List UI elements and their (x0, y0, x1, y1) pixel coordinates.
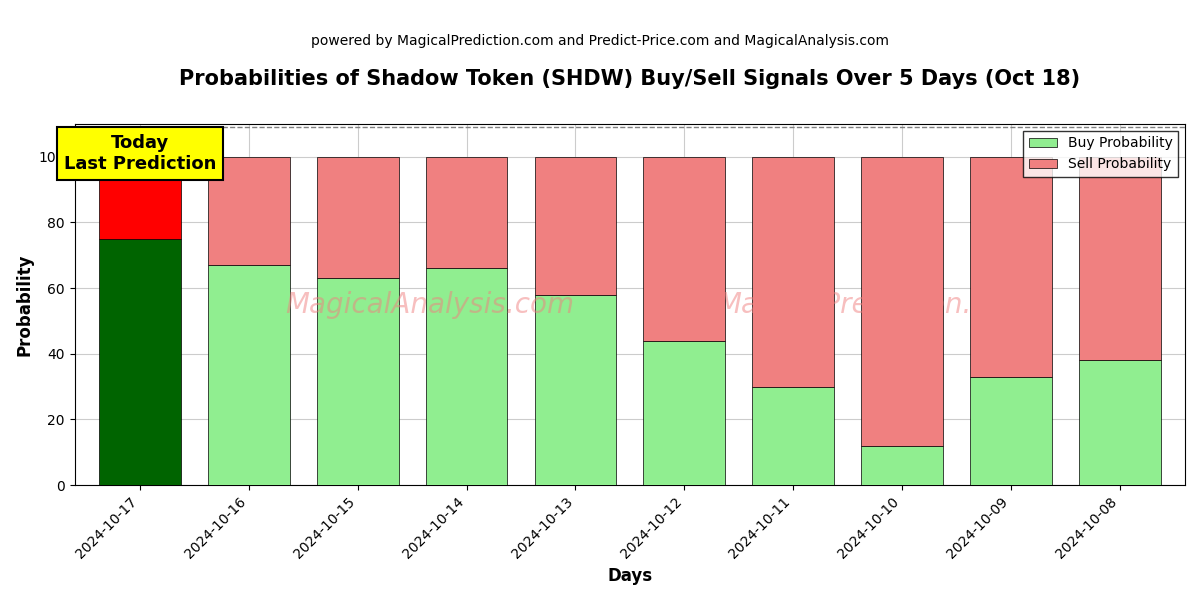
Bar (317, 278, 398, 485)
Legend: Buy Probability, Sell Probability: Buy Probability, Sell Probability (1024, 131, 1178, 177)
Bar (970, 377, 1051, 485)
Bar (426, 157, 508, 268)
Bar (534, 157, 617, 295)
Bar (208, 157, 289, 265)
Text: Today
Last Prediction: Today Last Prediction (64, 134, 216, 173)
Bar (1079, 157, 1160, 361)
Bar (426, 268, 508, 485)
Bar (643, 157, 725, 341)
Bar (970, 157, 1051, 377)
X-axis label: Days: Days (607, 567, 653, 585)
Text: MagicalAnalysis.com: MagicalAnalysis.com (286, 290, 575, 319)
Bar (534, 295, 617, 485)
Bar (643, 341, 725, 485)
Title: Probabilities of Shadow Token (SHDW) Buy/Sell Signals Over 5 Days (Oct 18): Probabilities of Shadow Token (SHDW) Buy… (179, 69, 1080, 89)
Bar (317, 157, 398, 278)
Bar (100, 157, 181, 239)
Y-axis label: Probability: Probability (16, 253, 34, 356)
Bar (208, 265, 289, 485)
Bar (862, 446, 943, 485)
Bar (100, 239, 181, 485)
Bar (752, 157, 834, 386)
Bar (1079, 361, 1160, 485)
Text: MagicalPrediction.com: MagicalPrediction.com (718, 290, 1031, 319)
Bar (752, 386, 834, 485)
Text: powered by MagicalPrediction.com and Predict-Price.com and MagicalAnalysis.com: powered by MagicalPrediction.com and Pre… (311, 34, 889, 48)
Bar (862, 157, 943, 446)
